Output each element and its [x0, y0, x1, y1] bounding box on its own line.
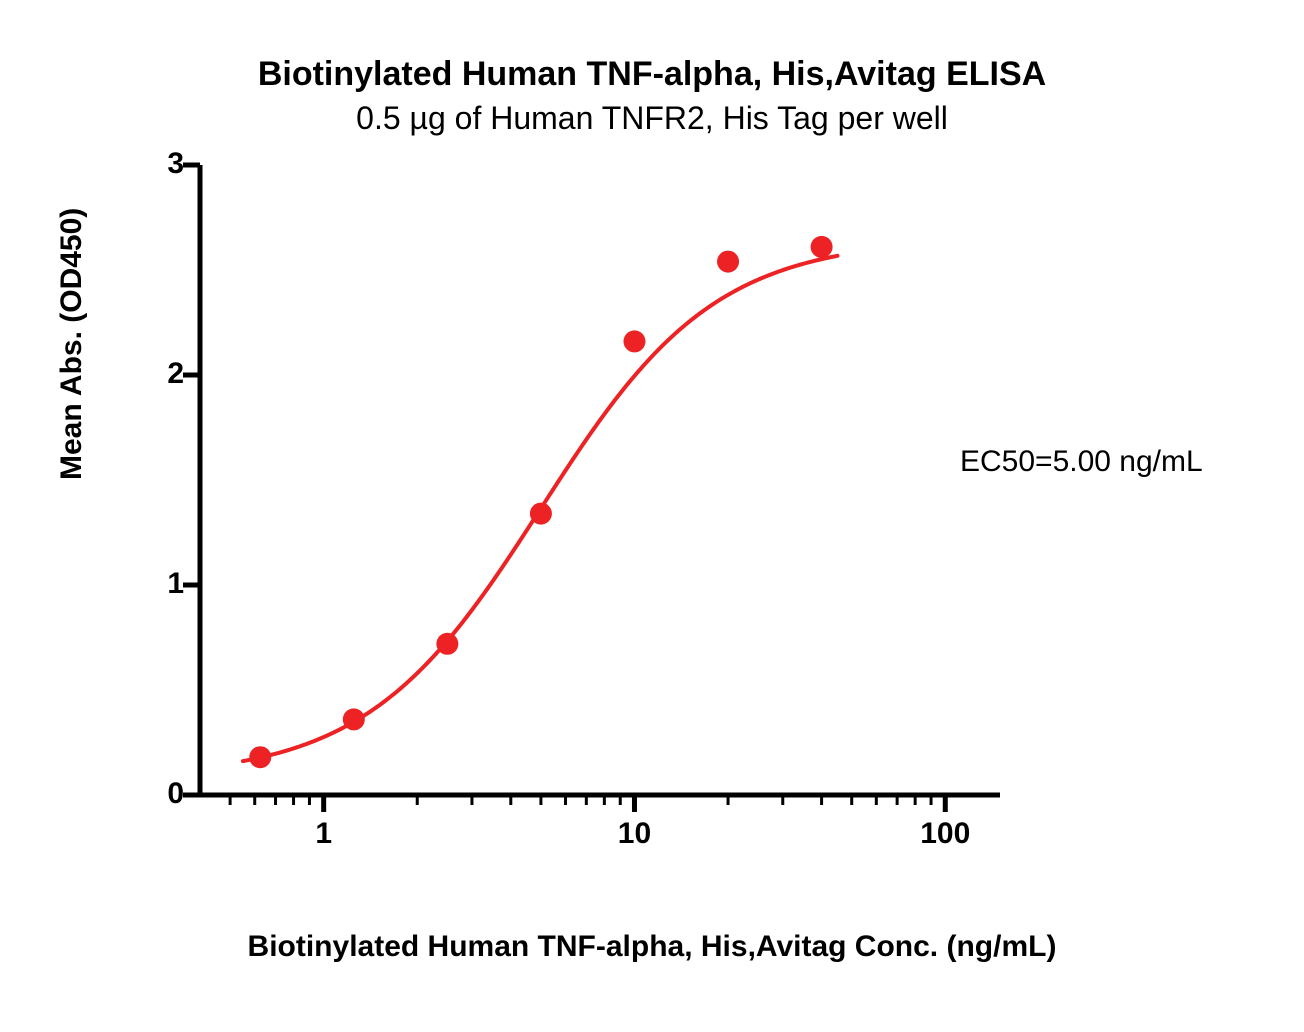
chart-svg [0, 0, 1304, 1032]
y-tick-label: 2 [167, 357, 184, 391]
x-tick-label: 100 [920, 817, 970, 851]
chart-container: Biotinylated Human TNF-alpha, His,Avitag… [0, 0, 1304, 1032]
x-tick-label: 1 [315, 817, 332, 851]
y-tick-label: 3 [167, 147, 184, 181]
y-tick-label: 1 [167, 567, 184, 601]
y-tick-label: 0 [167, 777, 184, 811]
x-tick-label: 10 [618, 817, 651, 851]
ec50-annotation: EC50=5.00 ng/mL [960, 445, 1203, 479]
